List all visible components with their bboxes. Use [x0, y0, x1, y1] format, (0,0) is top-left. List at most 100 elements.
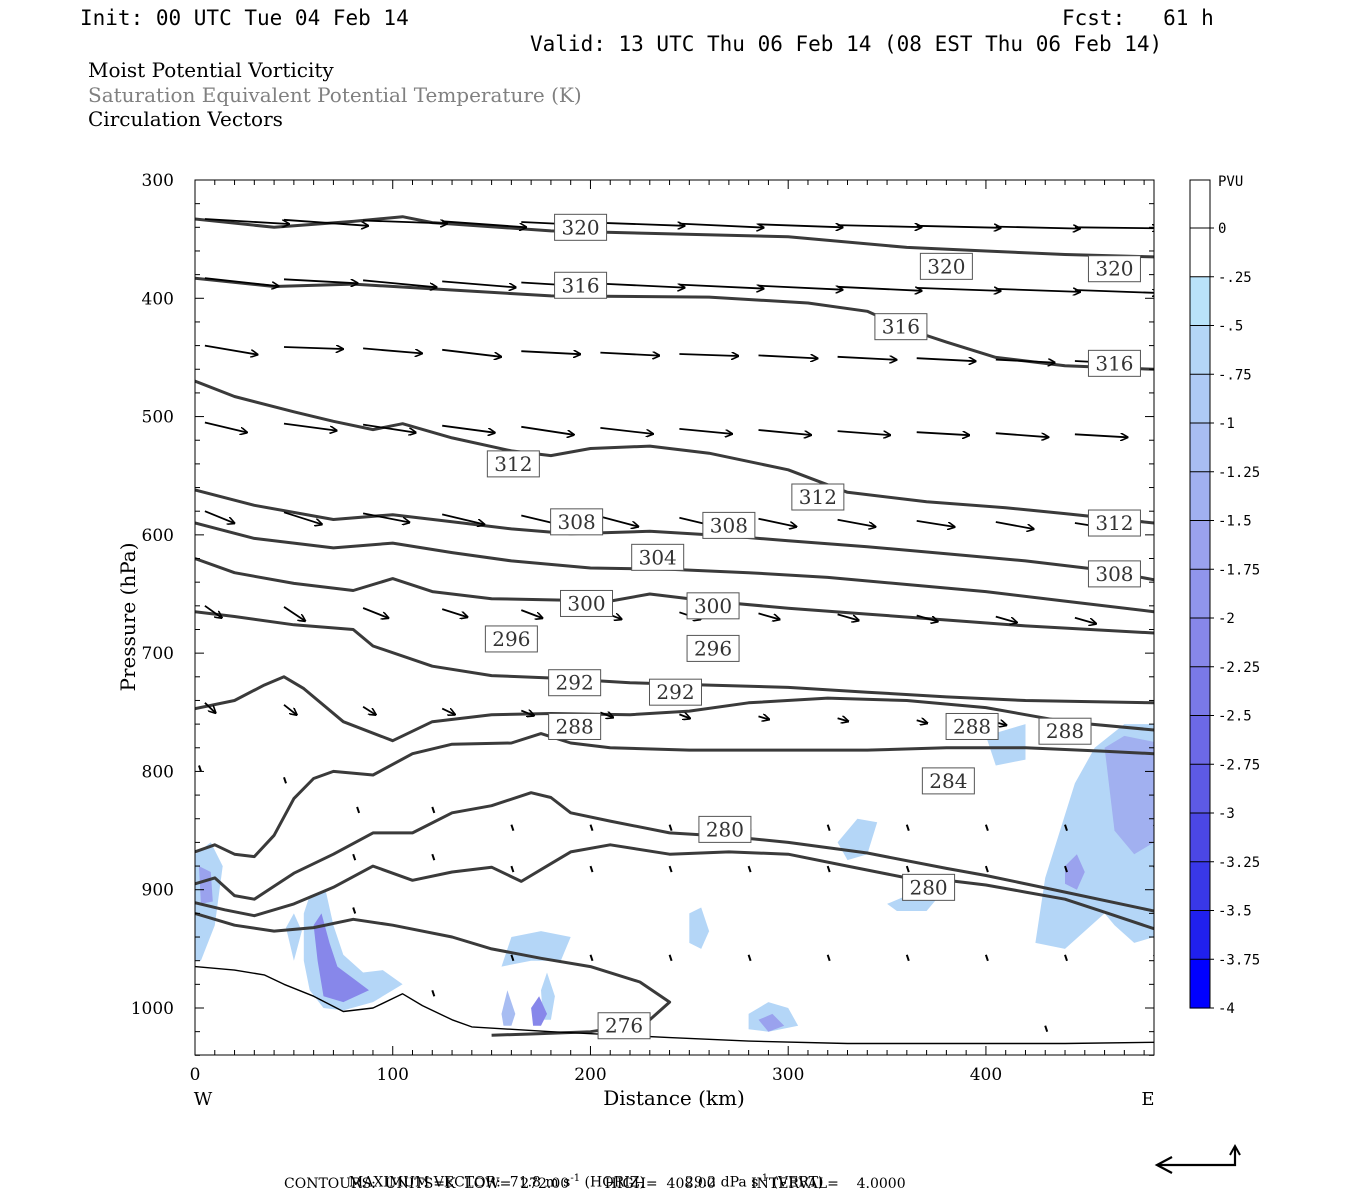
vector-r4-c1 — [283, 511, 322, 524]
pv-region-5 — [501, 931, 571, 967]
contour-label-300-1: 300 — [694, 594, 732, 618]
max-vector-vert: 29.2 dPa s — [685, 1174, 759, 1191]
y-tick-label-500: 500 — [142, 408, 174, 428]
y-tick-label-400: 400 — [142, 289, 174, 309]
contour-label-box-276-0 — [597, 1012, 651, 1040]
contour-label-320-0: 320 — [561, 215, 599, 239]
colorbar-label-3: -.75 — [1218, 367, 1252, 383]
contour-288 — [195, 732, 1154, 859]
contour-label-box-284-0 — [921, 767, 975, 795]
contour-label-292-0: 292 — [556, 671, 594, 695]
vector-tick-30 — [905, 954, 910, 962]
contour-284 — [195, 791, 1154, 913]
y-tick-label-800: 800 — [142, 762, 174, 782]
contour-label-312-1: 312 — [799, 485, 837, 509]
colorbar-cell-9 — [1190, 618, 1210, 668]
y-tick-label-300: 300 — [142, 171, 174, 191]
vector-tick-21 — [984, 865, 989, 873]
vector-r2-c5 — [600, 353, 659, 356]
contour-label-box-320-1 — [919, 252, 973, 280]
circulation-vectors — [198, 218, 1154, 1033]
vector-r0-c1 — [283, 218, 368, 226]
colorbar-cell-14 — [1190, 861, 1210, 912]
contour-label-box-312-1 — [791, 483, 845, 511]
vector-r1-c8 — [837, 285, 922, 291]
contour-label-308-2: 308 — [1095, 562, 1133, 586]
colorbar-cell-15 — [1190, 910, 1210, 960]
pv-region-9 — [689, 907, 710, 949]
vector-r4-c9 — [916, 520, 955, 527]
colorbar-label-14: -3.5 — [1218, 904, 1252, 920]
y-tick-label-700: 700 — [142, 644, 174, 664]
contour-304 — [195, 521, 1154, 614]
vector-tick-24 — [352, 907, 357, 914]
init-time: Init: 00 UTC Tue 04 Feb 14 — [80, 6, 409, 30]
vector-r1-c1 — [283, 278, 358, 283]
colorbar-label-2: -.5 — [1218, 319, 1243, 335]
vector-tick-27 — [668, 954, 673, 962]
reference-vector-head-left — [1154, 1156, 1173, 1174]
contour-316 — [195, 276, 1154, 371]
vector-tick-35 — [1044, 1025, 1049, 1033]
vector-tick-17 — [668, 865, 673, 873]
vector-tick-0 — [198, 765, 202, 772]
colorbar-label-9: -2.25 — [1218, 660, 1260, 676]
vector-r3-c11 — [1074, 434, 1128, 437]
x-tick-label-0: 0 — [190, 1065, 201, 1085]
vector-r0-c8 — [837, 225, 922, 227]
vector-tick-19 — [826, 865, 831, 873]
vector-r6-c4 — [520, 711, 534, 716]
vector-r6-c2 — [362, 705, 376, 715]
pv-shading — [195, 724, 1154, 1032]
vector-r3-c1 — [283, 422, 337, 431]
contour-label-box-308-0 — [550, 508, 604, 536]
reference-vector — [1158, 1148, 1237, 1167]
vector-r0-c2 — [363, 221, 447, 224]
vector-r4-c10 — [995, 521, 1034, 529]
vector-tick-26 — [589, 954, 594, 962]
vector-r5-c7 — [758, 612, 780, 619]
vector-r1-c6 — [679, 283, 763, 289]
contour-label-312-0: 312 — [494, 452, 532, 476]
vector-r4-c2 — [362, 512, 409, 522]
vector-r1-c2 — [363, 279, 437, 287]
vector-r5-c2 — [362, 607, 388, 618]
colorbar-label-8: -2 — [1218, 611, 1235, 627]
colorbar-label-15: -3.75 — [1218, 952, 1260, 968]
vector-r6-c3 — [441, 707, 455, 715]
vector-r6-c6 — [679, 714, 690, 718]
vector-tick-2 — [356, 806, 361, 814]
contour-label-300-0: 300 — [567, 591, 605, 615]
vector-r5-c9 — [916, 614, 938, 622]
colorbar-label-0: 0 — [1218, 221, 1226, 237]
colorbar-cell-5 — [1190, 423, 1210, 473]
contour-label-box-312-0 — [486, 450, 540, 478]
contour-info-line: CONTOURS: UNITS=K LOW= 272.00 HIGH= 408.… — [284, 1176, 906, 1192]
contour-label-316-1: 316 — [882, 315, 920, 339]
vector-r1-c0 — [204, 277, 279, 286]
vector-tick-8 — [826, 824, 831, 832]
x-tick-label-100: 100 — [377, 1065, 409, 1085]
colorbar-label-12: -3 — [1218, 806, 1235, 822]
x-axis-label: Distance (km) — [603, 1086, 745, 1110]
vector-tick-28 — [747, 954, 752, 962]
vector-r1-c11 — [1074, 290, 1154, 293]
vert-exponent: -1 — [758, 1173, 769, 1184]
y-tick-label-1000: 1000 — [131, 999, 174, 1019]
vector-tick-4 — [510, 824, 515, 832]
contour-label-312-2: 312 — [1095, 511, 1133, 535]
colorbar-cell-6 — [1190, 471, 1210, 522]
pv-colorbar: PVU 0 -.25 -.5 -.75 -1 -1.25 -1.5 -1.75 -2 -2.25 -2… — [1189, 174, 1260, 1017]
y-tick-label-600: 600 — [142, 526, 174, 546]
contour-label-box-296-0 — [484, 625, 538, 653]
title-pv: Moist Potential Vorticity — [88, 58, 334, 82]
title-theta-es: Saturation Equivalent Potential Temperat… — [88, 83, 582, 107]
pv-region-7 — [531, 996, 547, 1026]
vector-tick-16 — [589, 865, 594, 873]
colorbar-cell-13 — [1190, 813, 1210, 863]
vector-tick-32 — [1064, 954, 1068, 962]
pv-region-6 — [541, 972, 555, 1020]
contour-label-316-0: 316 — [561, 273, 599, 297]
contour-label-box-308-1 — [702, 511, 756, 539]
